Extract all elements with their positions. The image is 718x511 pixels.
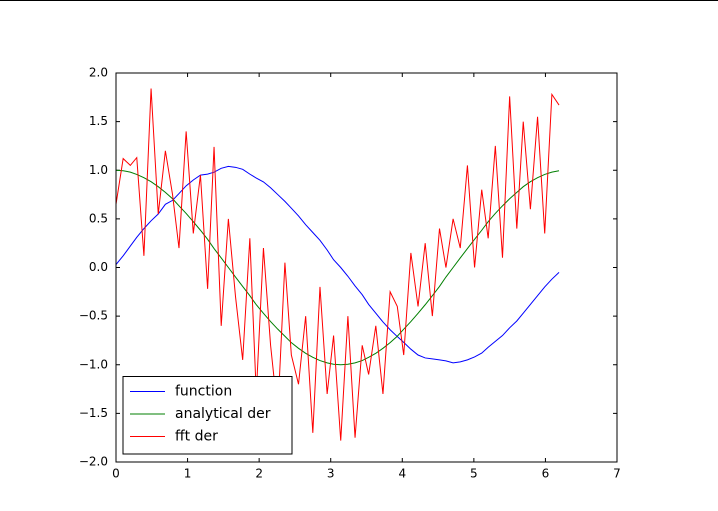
series-line: [115, 88, 560, 441]
x-tick-label: 6: [542, 467, 550, 481]
x-tick-label: 7: [613, 467, 621, 481]
series-line: [115, 169, 560, 366]
x-tick-label: 2: [255, 467, 263, 481]
legend-label: analytical der: [175, 406, 271, 422]
x-tick-label: 3: [327, 467, 335, 481]
y-tick-label: 0.0: [89, 260, 108, 274]
axes-frame: [115, 72, 618, 463]
x-tick-label: 1: [184, 467, 192, 481]
legend-box: [122, 376, 293, 455]
legend-label: function: [175, 384, 232, 400]
y-tick-label: 2.0: [89, 66, 108, 80]
y-tick-label: −1.5: [79, 406, 108, 420]
y-tick-label: 1.5: [89, 114, 108, 128]
x-tick-label: 4: [398, 467, 406, 481]
y-tick-label: 1.0: [89, 163, 108, 177]
y-tick-label: −2.0: [79, 455, 108, 469]
y-tick-label: −1.0: [79, 357, 108, 371]
x-tick-label: 0: [112, 467, 120, 481]
legend-label: fft der: [175, 429, 218, 445]
y-tick-label: −0.5: [79, 309, 108, 323]
x-tick-label: 5: [470, 467, 478, 481]
y-tick-label: 0.5: [89, 211, 108, 225]
